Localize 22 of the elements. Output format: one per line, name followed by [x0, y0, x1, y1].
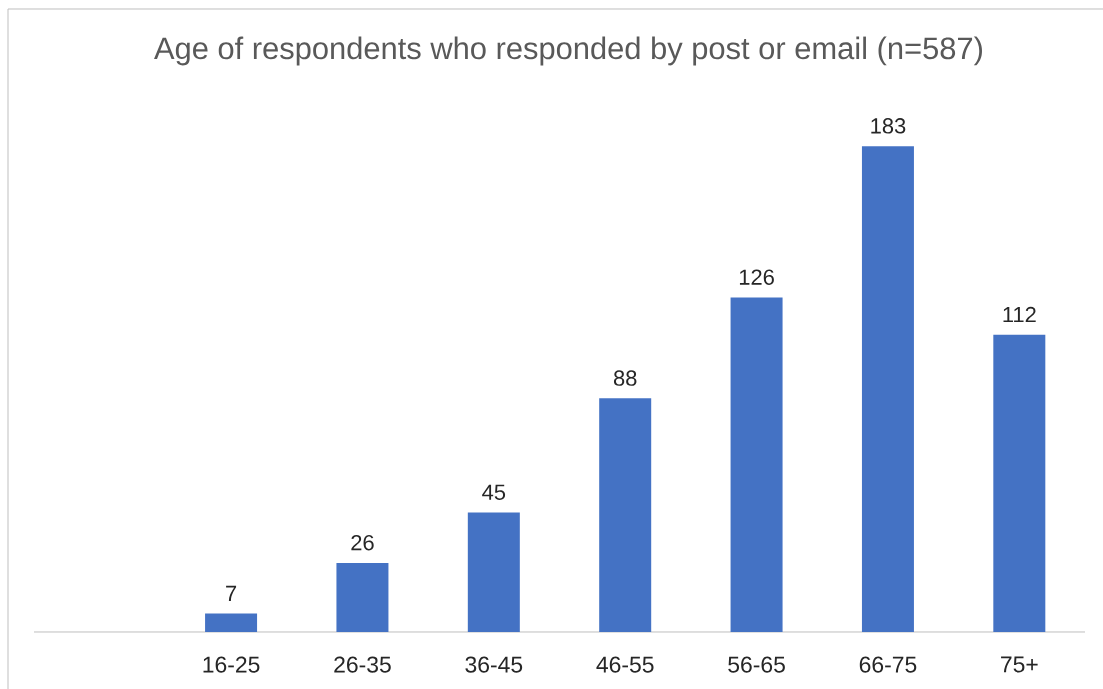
x-tick-label: 75+: [1001, 656, 1038, 673]
data-label: 88: [613, 370, 637, 386]
x-tick-label: 46-55: [596, 656, 654, 673]
bar: [730, 297, 783, 632]
data-label: 183: [871, 118, 906, 134]
bar: [861, 146, 914, 632]
data-label: 7: [226, 585, 237, 601]
data-label: 26: [351, 534, 374, 551]
x-tick-label: 56-65: [728, 656, 785, 673]
bar: [467, 512, 520, 632]
bar: [336, 562, 389, 632]
x-tick-label: 66-75: [859, 656, 917, 673]
bar: [993, 334, 1046, 632]
chart-title: Age of respondents who responded by post or email (n=587): [154, 36, 982, 66]
data-label: 126: [739, 269, 774, 285]
x-tick-label: 26-35: [334, 656, 391, 673]
x-tick-label: 36-45: [465, 656, 523, 673]
bar: [599, 398, 652, 632]
x-tick-label: 16-25: [203, 656, 260, 673]
bar: [205, 613, 258, 632]
data-label: 45: [482, 484, 506, 500]
data-label: 112: [1003, 306, 1036, 323]
